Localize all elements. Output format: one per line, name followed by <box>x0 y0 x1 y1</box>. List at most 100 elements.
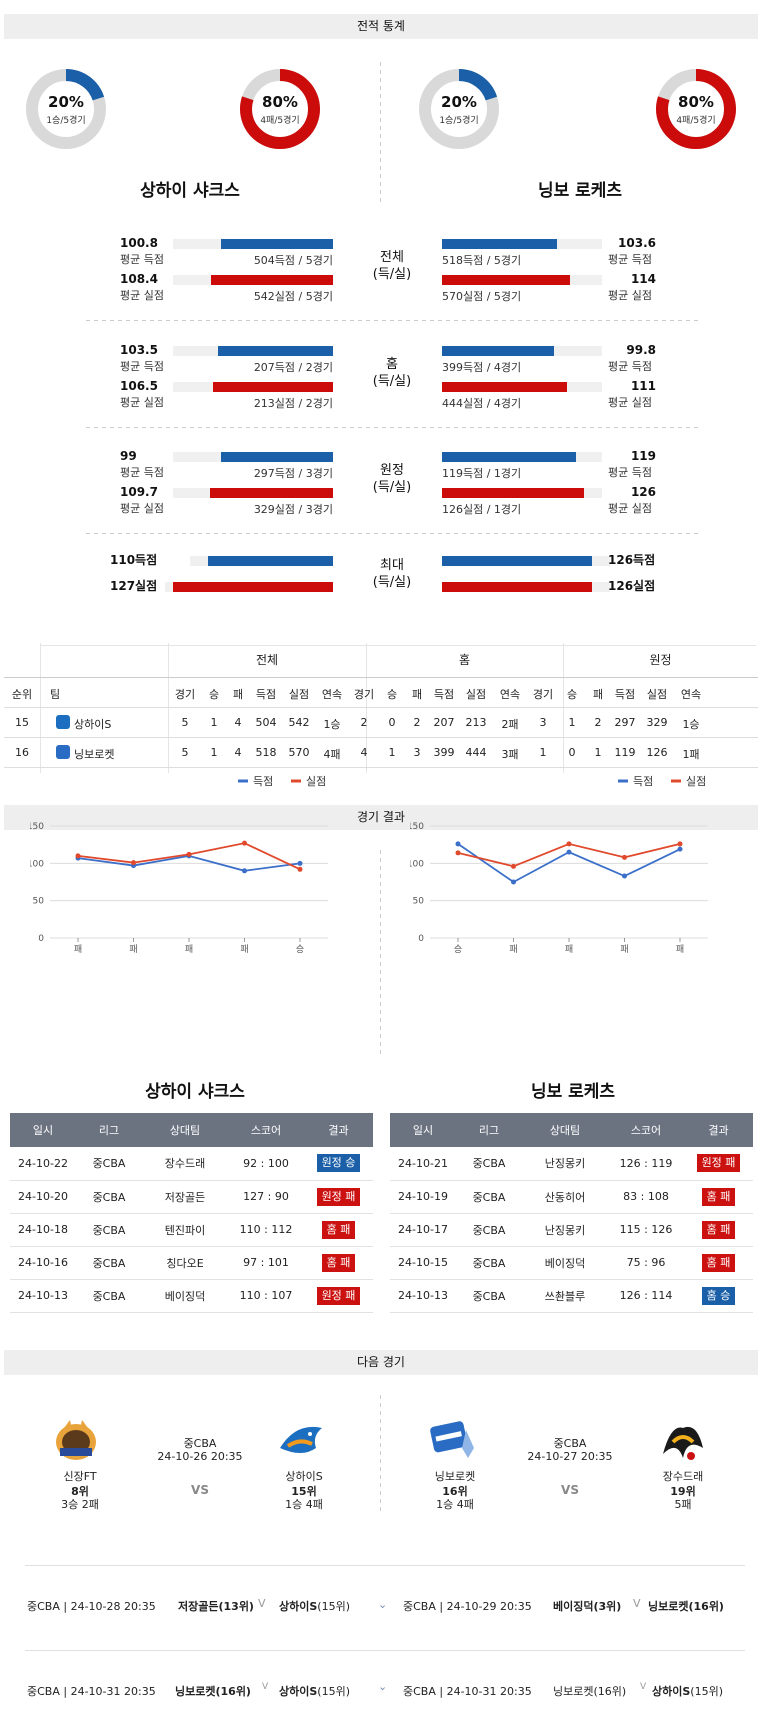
next-datetime: 24-10-27 20:35 <box>527 1450 613 1463</box>
results-header-cell: 스코어 <box>228 1113 304 1147</box>
right-avg-score-label: 평균 득점 <box>608 466 652 479</box>
y-tick-label: 100 <box>410 859 424 869</box>
rank-cell: 444 <box>465 746 487 759</box>
result-cell: 홈 패 <box>304 1246 373 1280</box>
upcoming-info: 중CBA | 24-10-31 20:35 <box>403 1685 532 1698</box>
rank-cell: 15 <box>15 716 29 729</box>
donut-lose-right-chart <box>656 69 736 149</box>
rank-cell: 1 <box>539 746 547 759</box>
donut-win-right: 20% 1승/5경기 <box>417 67 501 151</box>
next-league: 중CBA <box>183 1437 217 1450</box>
rank-cell: 3 <box>539 716 547 729</box>
lose-pct: 80% <box>678 93 714 111</box>
rank-sep <box>4 677 758 678</box>
section-title-next: 다음 경기 <box>4 1350 758 1375</box>
table-row[interactable]: 24-10-20 중CBA 저장골든 127 : 90 원정 패 <box>10 1180 373 1214</box>
rank-cell: 1 <box>210 746 218 759</box>
result-opponent: 베이징덕 <box>142 1279 228 1313</box>
stat-group-label-2: (득/실) <box>372 267 412 282</box>
max-left-concede-bar <box>173 582 333 592</box>
rank-group-home: 홈 <box>458 653 471 667</box>
rank-top-line <box>40 645 756 646</box>
table-row[interactable]: 15 상하이S 5 1 4 504 542 1승 2 0 2 207 213 2패 3 1 2 297 329 1승 <box>4 708 758 738</box>
table-row[interactable]: 24-10-18 중CBA 텐진파이 110 : 112 홈 패 <box>10 1213 373 1247</box>
rank-cell: 16 <box>15 746 29 759</box>
vs-icon: V <box>262 1682 269 1692</box>
rank-cell: 207 <box>433 716 455 729</box>
ningbo-logo-icon <box>56 745 70 759</box>
upcoming-team2-name: 상하이S <box>652 1685 691 1698</box>
result-badge: 원정 패 <box>696 1154 741 1173</box>
upcoming-team2-name: 상하이S <box>279 1600 318 1613</box>
next-away-name: 상하이S <box>285 1470 323 1483</box>
result-date: 24-10-15 <box>390 1246 456 1280</box>
result-league: 중CBA <box>456 1279 522 1313</box>
table-row[interactable]: 24-10-13 중CBA 베이징덕 110 : 107 원정 패 <box>10 1279 373 1313</box>
next-vs: VS <box>561 1483 579 1497</box>
x-tick-label: 승 <box>296 944 304 955</box>
rank-vline <box>168 643 169 773</box>
chevron-down-icon[interactable]: ⌄ <box>378 1598 388 1611</box>
left-concede-bar <box>210 488 333 498</box>
divider <box>380 1395 381 1515</box>
result-league: 중CBA <box>456 1213 522 1247</box>
y-tick-label: 0 <box>38 934 44 944</box>
table-row[interactable]: 24-10-21 중CBA 난징몽키 126 : 119 원정 패 <box>390 1147 753 1181</box>
chevron-down-icon[interactable]: ⌄ <box>378 1680 388 1693</box>
win-sub: 1승/5경기 <box>439 116 479 126</box>
left-concede-bar <box>211 275 333 285</box>
table-row[interactable]: 24-10-15 중CBA 베이징덕 75 : 96 홈 패 <box>390 1246 753 1280</box>
next-datetime: 24-10-26 20:35 <box>157 1450 243 1463</box>
results-table-left: 일시 리그 상대팀 스코어 결과 24-10-22 중CBA 장수드래 92 : 100… <box>10 1113 373 1313</box>
ningbo-logo-icon <box>430 1421 474 1458</box>
upcoming-team1: 닝보로켓(16위) <box>553 1685 627 1698</box>
right-concede-caption: 570실점 / 5경기 <box>442 290 522 303</box>
rank-cell: 3패 <box>501 748 519 761</box>
table-row[interactable]: 24-10-16 중CBA 칭다오E 97 : 101 홈 패 <box>10 1246 373 1280</box>
shanghai-logo-icon <box>280 1426 322 1453</box>
result-opponent: 난징몽키 <box>522 1213 608 1247</box>
right-concede-caption: 126실점 / 1경기 <box>442 503 522 516</box>
results-header-cell: 일시 <box>10 1113 76 1147</box>
rank-header-cell: 경기 <box>532 688 554 701</box>
result-date: 24-10-13 <box>390 1279 456 1313</box>
rank-cell: 1 <box>210 716 218 729</box>
y-tick-label: 150 <box>30 822 44 832</box>
result-date: 24-10-21 <box>390 1147 456 1181</box>
rank-cell: 2 <box>413 716 421 729</box>
data-point <box>677 841 683 847</box>
table-row[interactable]: 24-10-19 중CBA 산동히어 83 : 108 홈 패 <box>390 1180 753 1214</box>
result-badge: 홈 패 <box>701 1187 736 1206</box>
result-opponent: 난징몽키 <box>522 1147 608 1181</box>
legend-label: 실점 <box>686 775 706 788</box>
right-score-bar <box>442 452 576 462</box>
table-row[interactable]: 24-10-13 중CBA 쓰촨블루 126 : 114 홈 승 <box>390 1279 753 1313</box>
max-right-score: 126득점 <box>608 553 656 567</box>
table-row[interactable]: 24-10-17 중CBA 난징몽키 115 : 126 홈 패 <box>390 1213 753 1247</box>
data-point <box>297 860 303 866</box>
win-pct: 20% <box>441 93 477 111</box>
right-avg-score: 103.6 <box>618 236 656 250</box>
right-avg-concede: 126 <box>630 485 656 499</box>
next-home-rank: 16위 <box>442 1485 468 1498</box>
rank-header-cell: 패 <box>411 688 423 701</box>
upcoming-team2: 상하이S(15위) <box>279 1683 350 1699</box>
upcoming-team1: 닝보로켓(16위) <box>175 1685 251 1698</box>
result-opponent: 칭다오E <box>142 1246 228 1280</box>
rank-cell: 297 <box>614 716 636 729</box>
team-name-right: 닝보 로케츠 <box>537 181 623 201</box>
result-opponent: 장수드래 <box>142 1147 228 1181</box>
table-row[interactable]: 16 닝보로켓 5 1 4 518 570 4패 4 1 3 399 444 3패 1 0 1 119 126 1패 <box>4 738 758 768</box>
upcoming-team2-name: 상하이S <box>279 1685 318 1698</box>
right-avg-concede: 114 <box>630 272 656 286</box>
max-right-score-bar <box>442 556 592 566</box>
next-home-record: 3승 2패 <box>61 1498 99 1511</box>
rank-header-cell: 승 <box>566 688 578 701</box>
next-away-rank: 19위 <box>670 1485 696 1498</box>
result-cell: 홈 패 <box>684 1180 753 1214</box>
left-concede-caption: 329실점 / 3경기 <box>253 503 333 516</box>
rank-cell: 닝보로켓 <box>74 748 115 761</box>
rank-cell: 399 <box>433 746 455 759</box>
results-header-cell: 리그 <box>76 1113 142 1147</box>
table-row[interactable]: 24-10-22 중CBA 장수드래 92 : 100 원정 승 <box>10 1147 373 1181</box>
